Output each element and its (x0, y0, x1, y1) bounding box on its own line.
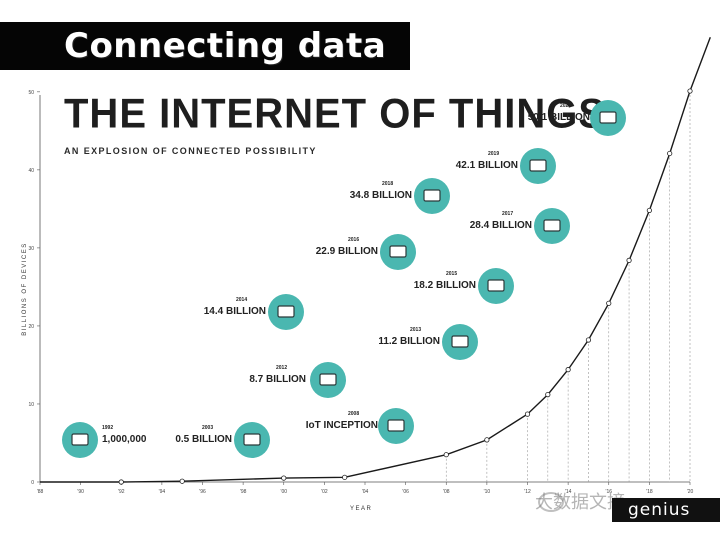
annotation-value: 42.1 BILLION (456, 160, 518, 171)
banner-title: Connecting data (64, 26, 387, 66)
annotation-value: 18.2 BILLION (414, 280, 476, 291)
icon-glyph (529, 159, 547, 172)
x-tick-label: '20 (687, 489, 694, 495)
icon-glyph (71, 433, 89, 446)
annotation-value: 50.1 BILLION (528, 112, 590, 123)
annotation-year: 2016 (348, 237, 359, 243)
data-point (646, 207, 652, 214)
icon-glyph (243, 433, 261, 446)
x-tick-label: '02 (321, 489, 328, 495)
y-tick-label: 30 (28, 246, 34, 252)
annotation-year: 1992 (102, 425, 113, 431)
icon-glyph (599, 111, 617, 124)
annotation-year: 2018 (382, 181, 393, 187)
x-tick-label: '00 (280, 489, 287, 495)
annotation-value: 1,000,000 (102, 434, 147, 445)
annotation-year: 2019 (488, 151, 499, 157)
title-banner (0, 22, 410, 70)
data-point (585, 337, 592, 343)
data-point (118, 479, 124, 485)
wechat-icon (538, 492, 564, 512)
y-tick-label: 0 (31, 480, 34, 486)
icon-glyph (387, 419, 405, 432)
chart-subtitle: AN EXPLOSION OF CONNECTED POSSIBILITY (64, 146, 317, 156)
y-tick-label: 40 (28, 168, 34, 174)
icon-glyph (423, 189, 441, 202)
x-tick-label: '12 (524, 489, 531, 495)
data-point (687, 88, 693, 94)
x-tick-label: '14 (565, 489, 572, 495)
annotation-year: 2012 (276, 365, 287, 371)
data-point (524, 411, 531, 417)
data-point (342, 474, 348, 480)
icon-glyph (543, 219, 561, 232)
icon-glyph (451, 335, 469, 348)
x-tick-label: '06 (402, 489, 409, 495)
annotation-year: 2017 (502, 211, 513, 217)
annotation-year: 2015 (446, 271, 457, 277)
annotation-value: 8.7 BILLION (249, 374, 306, 385)
x-tick-label: '90 (77, 489, 84, 495)
icon-glyph (277, 305, 295, 318)
data-point (443, 452, 449, 458)
x-axis-label: YEAR (350, 506, 373, 512)
icon-glyph (389, 245, 407, 258)
x-tick-label: '88 (37, 489, 44, 495)
watermark: 大数据文摘 (535, 492, 625, 513)
annotation-year: 2003 (202, 425, 213, 431)
x-tick-label: '16 (605, 489, 612, 495)
annotation-year: 2008 (348, 411, 359, 417)
annotation-value: IoT INCEPTION (306, 420, 378, 431)
data-point (545, 391, 551, 398)
x-tick-label: '96 (199, 489, 206, 495)
data-point (281, 475, 287, 481)
data-point (179, 478, 185, 484)
data-point (565, 367, 571, 373)
chart-title: THE INTERNET OF THINGS (64, 90, 606, 138)
annotation-year: 2013 (410, 327, 421, 333)
annotation-year: 2014 (236, 297, 247, 303)
annotation-value: 22.9 BILLION (316, 246, 378, 257)
x-tick-label: '98 (240, 489, 247, 495)
x-tick-label: '08 (443, 489, 450, 495)
annotation-value: 28.4 BILLION (470, 220, 532, 231)
data-point (626, 257, 632, 263)
annotation-year: 2020 (560, 103, 571, 109)
y-tick-label: 50 (28, 90, 34, 96)
annotation-value: 11.2 BILLION (378, 336, 440, 347)
data-point (606, 300, 612, 306)
icon-glyph (319, 373, 337, 386)
x-tick-label: '18 (646, 489, 653, 495)
brand-logo: genius (628, 500, 691, 520)
icon-glyph (487, 279, 505, 292)
x-tick-label: '10 (484, 489, 491, 495)
annotation-value: 14.4 BILLION (204, 306, 266, 317)
annotation-value: 34.8 BILLION (350, 190, 412, 201)
x-tick-label: '04 (362, 489, 369, 495)
data-point (667, 150, 673, 157)
brand-box (612, 498, 720, 522)
x-tick-label: '92 (118, 489, 125, 495)
data-point (484, 437, 490, 443)
y-tick-label: 10 (28, 402, 34, 408)
annotation-value: 0.5 BILLION (175, 434, 232, 445)
y-tick-label: 20 (28, 324, 34, 330)
x-tick-label: '94 (159, 489, 166, 495)
